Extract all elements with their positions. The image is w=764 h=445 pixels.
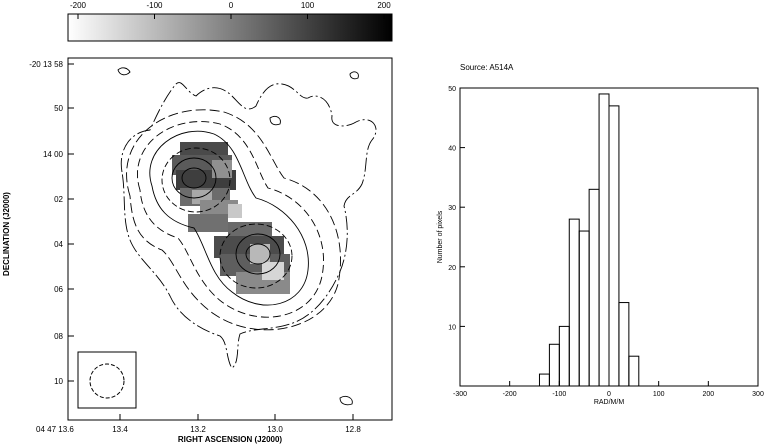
map-y-tick-label: 04 <box>54 240 63 249</box>
rm-pixels <box>172 142 290 294</box>
map-axis-ticks: 04 47 13.6 13.4 13.2 13.0 12.8 -20 13 58 50 14 … <box>29 60 361 434</box>
colorbar-tick-label: 100 <box>301 1 315 10</box>
colorbar-tick-label: 0 <box>229 1 234 10</box>
hist-bar <box>598 93 610 387</box>
map-x-tick-label: 13.4 <box>112 425 128 434</box>
colorbar <box>67 13 393 42</box>
hist-bar <box>548 343 560 387</box>
colorbar-tick-label: -100 <box>146 1 163 10</box>
hist-bar <box>558 325 570 387</box>
map-x-tick-label: 13.2 <box>190 425 206 434</box>
rm-map-panel: -200 -100 0 100 200 <box>2 1 393 444</box>
map-frame <box>67 57 393 421</box>
hist-bar <box>568 218 580 387</box>
hist-x-tick-label: -300 <box>453 391 467 398</box>
map-x-tick-label: 12.8 <box>345 425 361 434</box>
hist-y-tick-label: 10 <box>448 324 456 331</box>
hist-xlabel: RAD/M/M <box>594 399 625 406</box>
map-y-tick-label: 14 00 <box>43 150 64 159</box>
map-ylabel: DECLINATION (J2000) <box>2 192 11 276</box>
hist-x-tick-label: 0 <box>607 391 611 398</box>
colorbar-ticks: -200 -100 0 100 200 <box>70 1 391 19</box>
colorbar-tick-label: 200 <box>377 1 391 10</box>
hist-y-tick-label: 50 <box>448 86 456 93</box>
hist-bar <box>628 355 640 387</box>
hist-bar <box>538 373 550 387</box>
hist-bar <box>578 230 590 387</box>
hist-title: Source: A514A <box>460 63 514 72</box>
hist-x-tick-label: 100 <box>653 391 665 398</box>
beam-inset <box>77 351 137 409</box>
hist-y-tick-label: 20 <box>448 265 456 272</box>
hist-x-tick-label: -100 <box>552 391 566 398</box>
hist-x-tick-label: -200 <box>503 391 517 398</box>
hist-axis-ticks: -300 -200 -100 0 100 200 300 10 20 30 40 50 <box>448 86 764 398</box>
map-x-tick-label: 13.0 <box>267 425 283 434</box>
contours <box>117 67 377 406</box>
map-x-tick-label: 04 47 13.6 <box>36 425 74 434</box>
hist-bars <box>538 93 640 387</box>
map-y-tick-label: 50 <box>54 104 63 113</box>
colorbar-tick-label: -200 <box>70 1 87 10</box>
map-y-tick-label: 08 <box>54 332 63 341</box>
map-y-tick-label: 06 <box>54 285 63 294</box>
hist-bar <box>588 188 600 387</box>
hist-ylabel: Number of pixels <box>437 210 444 263</box>
map-y-tick-label: 10 <box>54 377 63 386</box>
hist-x-tick-label: 300 <box>752 391 764 398</box>
map-xlabel: RIGHT ASCENSION (J2000) <box>178 435 283 444</box>
hist-y-tick-label: 40 <box>448 146 456 153</box>
map-y-tick-label: -20 13 58 <box>29 60 63 69</box>
hist-bar <box>618 302 630 387</box>
map-y-tick-label: 02 <box>54 195 63 204</box>
hist-x-tick-label: 200 <box>702 391 714 398</box>
hist-bar <box>608 105 620 387</box>
hist-y-tick-label: 30 <box>448 205 456 212</box>
histogram-panel: Source: A514A -300 -200 -100 0 100 200 300 10 20… <box>437 63 764 406</box>
